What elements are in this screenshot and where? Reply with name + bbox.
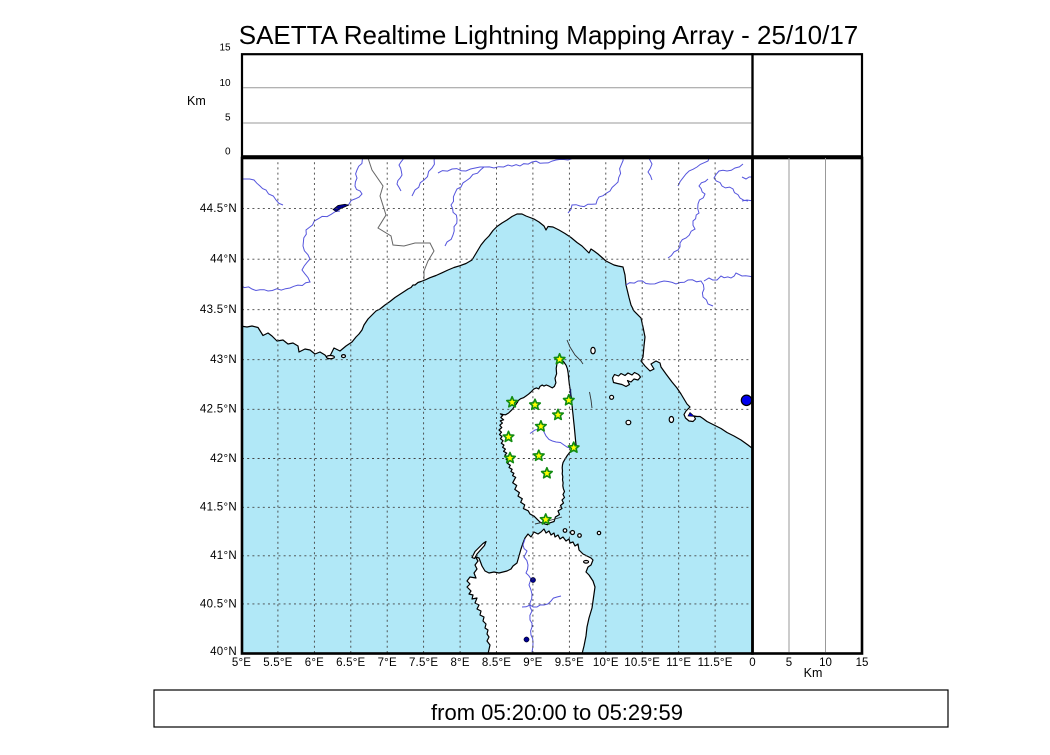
svg-text:10.5°E: 10.5°E <box>624 657 660 669</box>
svg-text:41°N: 41°N <box>210 550 237 562</box>
svg-text:Km: Km <box>804 666 823 680</box>
svg-text:7°E: 7°E <box>378 657 397 669</box>
svg-text:42.5°N: 42.5°N <box>200 404 237 416</box>
svg-text:9°E: 9°E <box>523 657 542 669</box>
svg-text:44.5°N: 44.5°N <box>200 203 237 215</box>
svg-text:Km: Km <box>187 94 206 108</box>
svg-text:6°E: 6°E <box>305 657 324 669</box>
svg-text:43°N: 43°N <box>210 354 237 366</box>
svg-text:9.5°E: 9.5°E <box>555 657 584 669</box>
svg-text:10: 10 <box>819 657 832 669</box>
svg-text:40°N: 40°N <box>210 646 237 658</box>
svg-text:0: 0 <box>749 657 755 669</box>
svg-text:43.5°N: 43.5°N <box>200 304 237 316</box>
svg-text:8°E: 8°E <box>450 657 469 669</box>
svg-text:5.5°E: 5.5°E <box>263 657 292 669</box>
svg-text:10: 10 <box>219 78 231 89</box>
svg-text:SAETTA Realtime Lightning Mapp: SAETTA Realtime Lightning Mapping Array … <box>239 20 859 50</box>
svg-text:15: 15 <box>856 657 869 669</box>
svg-text:7.5°E: 7.5°E <box>409 657 438 669</box>
svg-text:5°E: 5°E <box>232 657 251 669</box>
svg-text:8.5°E: 8.5°E <box>482 657 511 669</box>
svg-text:11°E: 11°E <box>666 657 691 669</box>
svg-text:6.5°E: 6.5°E <box>336 657 365 669</box>
svg-text:11.5°E: 11.5°E <box>698 657 733 669</box>
svg-text:42°N: 42°N <box>210 453 237 465</box>
svg-text:15: 15 <box>219 43 231 54</box>
svg-text:from 05:20:00 to 05:29:59: from 05:20:00 to 05:29:59 <box>431 700 683 725</box>
svg-text:5: 5 <box>225 113 231 124</box>
svg-text:5: 5 <box>786 657 792 669</box>
svg-text:0: 0 <box>225 147 231 158</box>
svg-text:10°E: 10°E <box>593 657 619 669</box>
svg-text:40.5°N: 40.5°N <box>200 598 237 610</box>
svg-text:41.5°N: 41.5°N <box>200 502 237 514</box>
svg-text:44°N: 44°N <box>210 254 237 266</box>
